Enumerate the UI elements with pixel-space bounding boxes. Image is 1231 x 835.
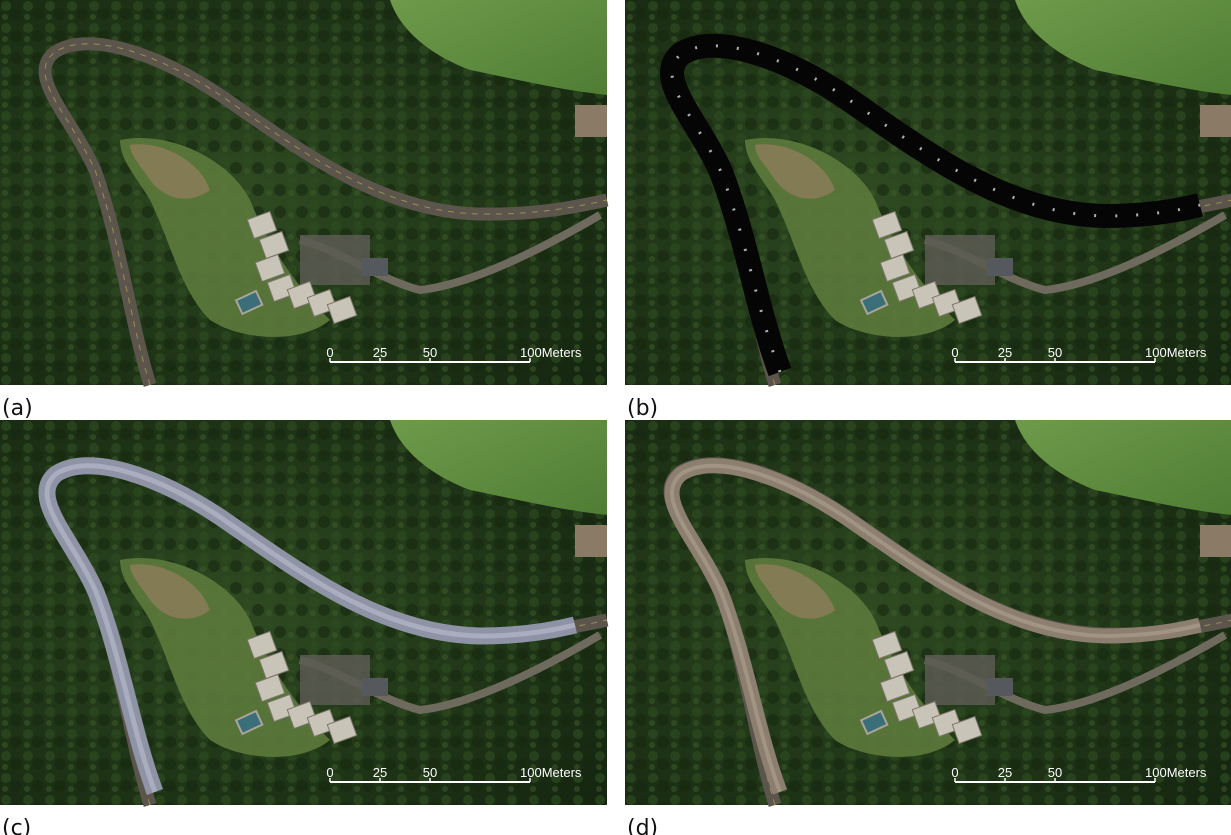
- scale-label: 25: [998, 765, 1012, 780]
- scale-label: 0: [951, 345, 958, 360]
- figure: 0 25 50 100Meters (a) 0 25 50 100Meters (b) 0 25 50 1…: [0, 0, 1231, 835]
- scale-label: 50: [1048, 345, 1062, 360]
- building-roof: [1200, 105, 1231, 137]
- garage-roof: [987, 258, 1013, 276]
- scale-label: 50: [423, 345, 437, 360]
- building-roof: [575, 105, 607, 137]
- scale-label: 50: [423, 765, 437, 780]
- parking-lot: [300, 235, 370, 285]
- map-panel: 0 25 50 100Meters: [0, 0, 607, 385]
- panel-label: (d): [627, 816, 658, 835]
- garage-roof: [362, 678, 388, 696]
- map-panel: 0 25 50 100Meters: [625, 0, 1231, 385]
- parking-lot: [925, 655, 995, 705]
- scale-label: 100Meters: [520, 345, 582, 360]
- scale-label: 100Meters: [1145, 345, 1207, 360]
- building-roof: [1200, 525, 1231, 557]
- parking-lot: [300, 655, 370, 705]
- map-panel: 0 25 50 100Meters: [625, 420, 1231, 805]
- panel-label: (b): [627, 396, 658, 421]
- scale-label: 25: [373, 345, 387, 360]
- scale-label: 100Meters: [520, 765, 582, 780]
- panel-label: (a): [2, 396, 33, 421]
- scale-label: 0: [951, 765, 958, 780]
- scale-label: 25: [373, 765, 387, 780]
- panel-label: (c): [2, 816, 31, 835]
- scale-label: 25: [998, 345, 1012, 360]
- building-roof: [575, 525, 607, 557]
- parking-lot: [925, 235, 995, 285]
- scale-label: 100Meters: [1145, 765, 1207, 780]
- map-panel: 0 25 50 100Meters: [0, 420, 607, 805]
- scale-label: 50: [1048, 765, 1062, 780]
- scale-label: 0: [326, 345, 333, 360]
- scale-label: 0: [326, 765, 333, 780]
- garage-roof: [362, 258, 388, 276]
- garage-roof: [987, 678, 1013, 696]
